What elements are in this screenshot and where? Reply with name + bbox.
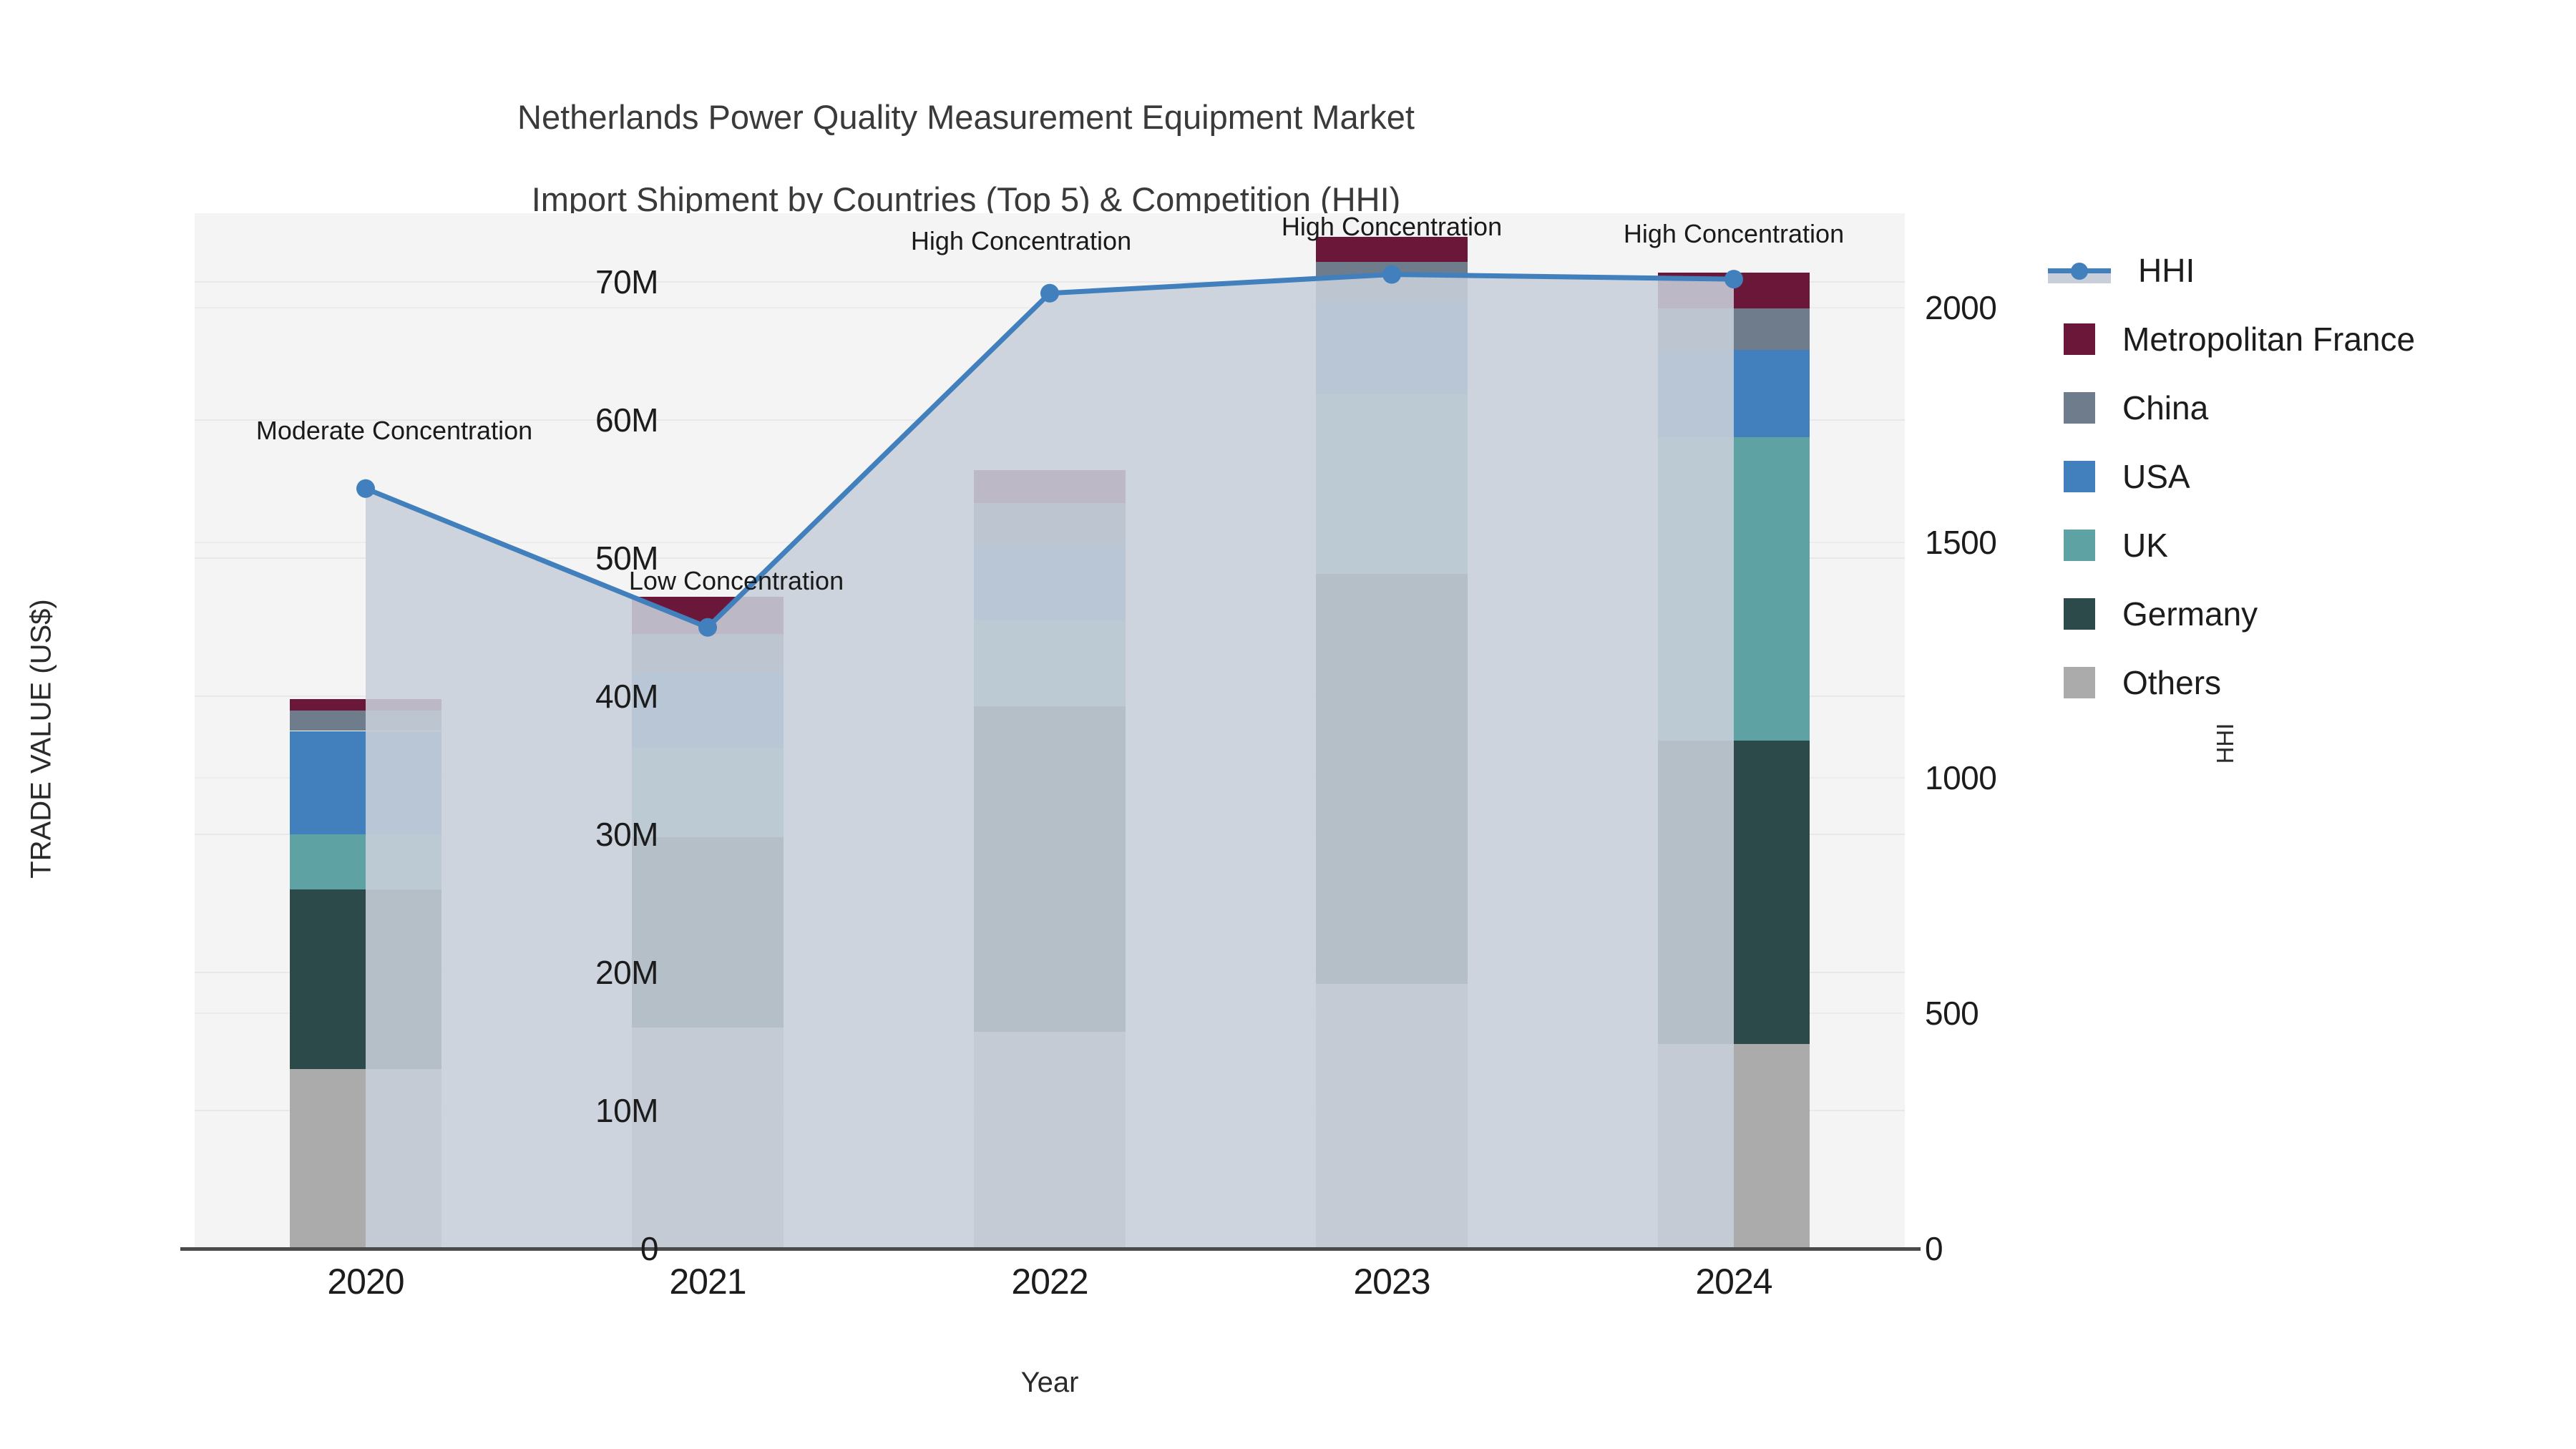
legend-swatch xyxy=(2064,667,2095,698)
bar-segment[interactable] xyxy=(1658,741,1810,1045)
x-axis-label: Year xyxy=(1020,1367,1079,1398)
legend-label: UK xyxy=(2122,527,2168,564)
y-tick-left: 60M xyxy=(595,401,658,439)
bar-segment[interactable] xyxy=(290,699,441,711)
legend-item[interactable]: USA xyxy=(2048,442,2549,511)
bar-segment[interactable] xyxy=(1658,350,1810,437)
y-tick-left: 50M xyxy=(595,540,658,577)
legend-swatch xyxy=(2064,598,2095,630)
legend-swatch xyxy=(2064,392,2095,424)
bar-segment[interactable] xyxy=(290,889,441,1070)
legend: HHI Metropolitan France China USA UK Germany O… xyxy=(2048,236,2549,717)
y-tick-right: 0 xyxy=(1925,1230,1943,1267)
plot-area: Moderate Concentration Low Concentration H… xyxy=(195,211,1905,1249)
bar-segment[interactable] xyxy=(1658,436,1810,741)
bar-segment[interactable] xyxy=(1316,236,1468,262)
hhi-line-legend-icon xyxy=(2048,255,2111,286)
legend-label: USA xyxy=(2122,458,2190,495)
bar-segment[interactable] xyxy=(632,634,784,673)
legend-label: Metropolitan France xyxy=(2122,321,2416,358)
legend-label: China xyxy=(2122,389,2209,426)
concentration-annotation: High Concentration xyxy=(1623,219,1845,249)
bar-segment[interactable] xyxy=(632,837,784,1028)
bar-segment[interactable] xyxy=(1658,308,1810,350)
x-tick: 2020 xyxy=(327,1262,404,1302)
bar-segment[interactable] xyxy=(290,731,441,835)
bar-segment[interactable] xyxy=(290,710,441,731)
x-axis-line xyxy=(195,1247,1905,1251)
legend-item[interactable]: China xyxy=(2048,374,2549,442)
concentration-annotation: Low Concentration xyxy=(628,565,844,595)
bar-segment[interactable] xyxy=(1316,301,1468,394)
bar-segment[interactable] xyxy=(974,1032,1126,1249)
concentration-annotation: High Concentration xyxy=(910,225,1132,255)
legend-item[interactable]: Others xyxy=(2048,648,2549,717)
bar-segment[interactable] xyxy=(632,597,784,635)
bar-segment[interactable] xyxy=(290,1069,441,1249)
legend-item[interactable]: HHI xyxy=(2048,236,2549,305)
y-axis-tick-right xyxy=(1905,1247,1921,1251)
bar-group[interactable] xyxy=(1316,213,1468,1249)
y-axis-label: TRADE VALUE (US$) xyxy=(25,599,57,879)
chart-title-line1: Netherlands Power Quality Measurement Eq… xyxy=(517,98,1415,137)
y-tick-left: 20M xyxy=(595,954,658,992)
bar-segment[interactable] xyxy=(290,834,441,890)
y-tick-right: 500 xyxy=(1925,995,1979,1033)
x-tick: 2024 xyxy=(1695,1262,1772,1302)
bar-segment[interactable] xyxy=(1658,272,1810,309)
bar-segment[interactable] xyxy=(974,469,1126,504)
bar-group[interactable] xyxy=(1658,213,1810,1249)
chart-title-line2: Import Shipment by Countries (Top 5) & C… xyxy=(531,180,1401,218)
legend-item[interactable]: Metropolitan France xyxy=(2048,305,2549,374)
x-tick: 2022 xyxy=(1011,1262,1088,1302)
legend-swatch xyxy=(2064,530,2095,561)
bar-segment[interactable] xyxy=(1316,394,1468,574)
bar-segment[interactable] xyxy=(1658,1044,1810,1249)
y-tick-left: 40M xyxy=(595,678,658,716)
y-tick-right: 1500 xyxy=(1925,524,1997,562)
legend-item[interactable]: Germany xyxy=(2048,580,2549,648)
concentration-annotation: High Concentration xyxy=(1281,211,1503,241)
bar-segment[interactable] xyxy=(1316,261,1468,302)
bar-segment[interactable] xyxy=(1316,983,1468,1249)
chart-title: Netherlands Power Quality Measurement Eq… xyxy=(0,56,1932,220)
bar-segment[interactable] xyxy=(974,620,1126,706)
bar-segment[interactable] xyxy=(632,1028,784,1249)
bar-group[interactable] xyxy=(290,213,441,1249)
y-axis-tick-left xyxy=(180,1247,196,1251)
bar-group[interactable] xyxy=(974,213,1126,1249)
y-tick-left: 10M xyxy=(595,1092,658,1130)
legend-swatch xyxy=(2064,461,2095,492)
concentration-annotation: Moderate Concentration xyxy=(255,415,533,445)
bar-segment[interactable] xyxy=(1316,573,1468,984)
y-tick-right: 1000 xyxy=(1925,759,1997,797)
y-tick-left: 30M xyxy=(595,816,658,854)
x-tick: 2023 xyxy=(1353,1262,1430,1302)
x-tick: 2021 xyxy=(669,1262,746,1302)
bar-segment[interactable] xyxy=(974,706,1126,1033)
legend-label: Others xyxy=(2122,664,2222,701)
y-tick-right: 2000 xyxy=(1925,288,1997,326)
legend-label: Germany xyxy=(2122,595,2258,633)
y-tick-left: 0 xyxy=(640,1230,659,1267)
legend-label: HHI xyxy=(2138,252,2195,289)
bar-segment[interactable] xyxy=(974,545,1126,621)
legend-item[interactable]: UK xyxy=(2048,511,2549,580)
y-tick-left: 70M xyxy=(595,263,658,301)
legend-swatch xyxy=(2064,323,2095,355)
bar-segment[interactable] xyxy=(974,503,1126,545)
